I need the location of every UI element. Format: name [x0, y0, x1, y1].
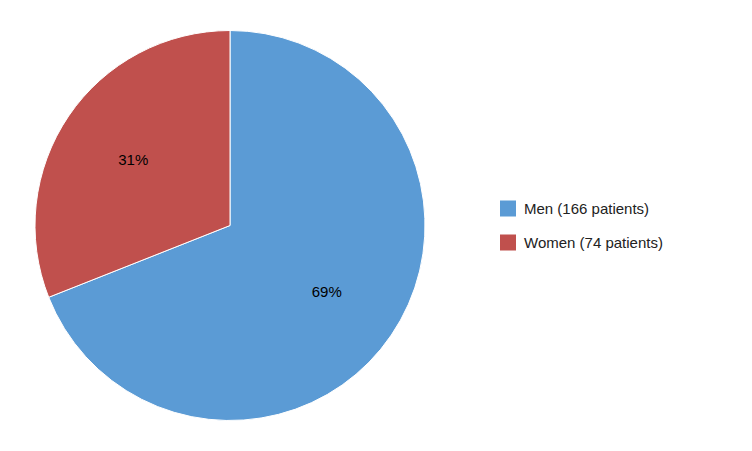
data-label: 69%: [312, 283, 342, 300]
legend-label: Men (166 patients): [524, 200, 649, 217]
data-labels: 69% 31%: [118, 151, 342, 300]
chart: 69% 31% Men (166 patients) Women (74 patien…: [0, 0, 752, 451]
pie: [35, 31, 425, 421]
pie-slice: [35, 31, 230, 298]
legend: Men (166 patients) Women (74 patients): [500, 200, 663, 251]
legend-swatch: [500, 201, 516, 217]
chart-container: 69% 31% Men (166 patients) Women (74 patien…: [0, 0, 752, 451]
data-label: 31%: [118, 151, 148, 168]
legend-label: Women (74 patients): [524, 234, 663, 251]
legend-swatch: [500, 235, 516, 251]
